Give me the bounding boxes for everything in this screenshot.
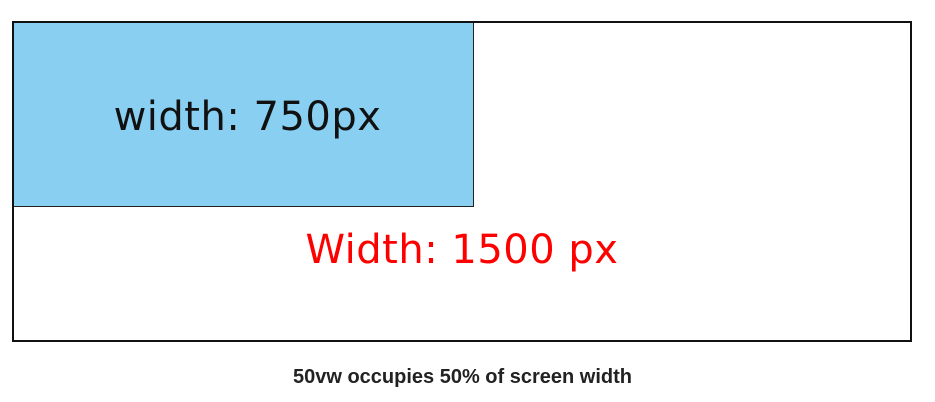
screen-width-label: Width: 1500 px [305,227,619,273]
diagram-caption: 50vw occupies 50% of screen width [292,366,632,388]
half-width-label: width: 750px [113,93,382,140]
screen-width-box: width: 750px Width: 1500 px [12,21,912,342]
half-width-box: width: 750px [14,23,474,207]
